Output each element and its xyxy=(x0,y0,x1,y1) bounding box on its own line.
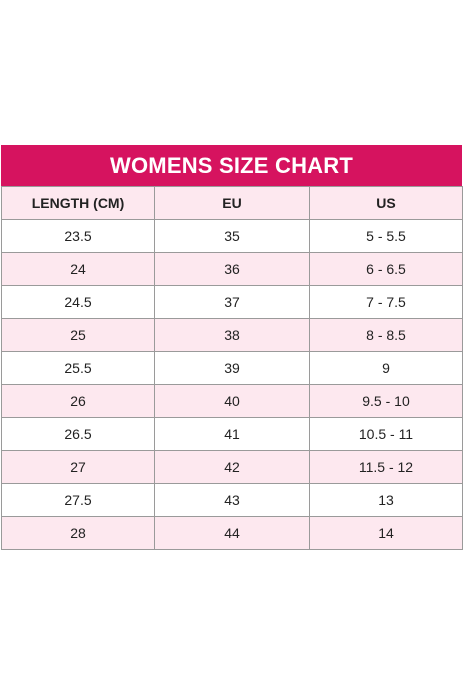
cell-eu: 35 xyxy=(154,219,310,253)
table-row: 28 44 14 xyxy=(1,516,463,550)
cell-us: 6 - 6.5 xyxy=(309,252,463,286)
cell-length: 26.5 xyxy=(1,417,155,451)
table-row: 24.5 37 7 - 7.5 xyxy=(1,285,463,319)
column-header-us: US xyxy=(309,186,463,220)
cell-eu: 42 xyxy=(154,450,310,484)
cell-us: 14 xyxy=(309,516,463,550)
cell-eu: 43 xyxy=(154,483,310,517)
cell-us: 10.5 - 11 xyxy=(309,417,463,451)
cell-eu: 40 xyxy=(154,384,310,418)
cell-eu: 41 xyxy=(154,417,310,451)
cell-length: 23.5 xyxy=(1,219,155,253)
cell-eu: 39 xyxy=(154,351,310,385)
cell-length: 27.5 xyxy=(1,483,155,517)
cell-us: 8 - 8.5 xyxy=(309,318,463,352)
cell-length: 24 xyxy=(1,252,155,286)
cell-length: 26 xyxy=(1,384,155,418)
chart-title: WOMENS SIZE CHART xyxy=(1,145,462,186)
cell-eu: 36 xyxy=(154,252,310,286)
cell-length: 27 xyxy=(1,450,155,484)
table-row: 23.5 35 5 - 5.5 xyxy=(1,219,463,253)
cell-length: 25.5 xyxy=(1,351,155,385)
table-row: 25 38 8 - 8.5 xyxy=(1,318,463,352)
cell-length: 24.5 xyxy=(1,285,155,319)
table-row: 25.5 39 9 xyxy=(1,351,463,385)
cell-us: 9.5 - 10 xyxy=(309,384,463,418)
column-header-length: LENGTH (CM) xyxy=(1,186,155,220)
cell-eu: 38 xyxy=(154,318,310,352)
table-row: 27 42 11.5 - 12 xyxy=(1,450,463,484)
size-chart: WOMENS SIZE CHART LENGTH (CM) EU US 23.5… xyxy=(1,145,463,550)
table-row: 27.5 43 13 xyxy=(1,483,463,517)
header-row: LENGTH (CM) EU US xyxy=(1,186,463,220)
cell-us: 13 xyxy=(309,483,463,517)
cell-length: 25 xyxy=(1,318,155,352)
cell-us: 5 - 5.5 xyxy=(309,219,463,253)
table-row: 24 36 6 - 6.5 xyxy=(1,252,463,286)
cell-eu: 44 xyxy=(154,516,310,550)
table-row: 26.5 41 10.5 - 11 xyxy=(1,417,463,451)
cell-length: 28 xyxy=(1,516,155,550)
column-header-eu: EU xyxy=(154,186,310,220)
cell-eu: 37 xyxy=(154,285,310,319)
size-table: LENGTH (CM) EU US 23.5 35 5 - 5.5 24 36 … xyxy=(1,186,463,550)
cell-us: 7 - 7.5 xyxy=(309,285,463,319)
cell-us: 11.5 - 12 xyxy=(309,450,463,484)
table-row: 26 40 9.5 - 10 xyxy=(1,384,463,418)
cell-us: 9 xyxy=(309,351,463,385)
